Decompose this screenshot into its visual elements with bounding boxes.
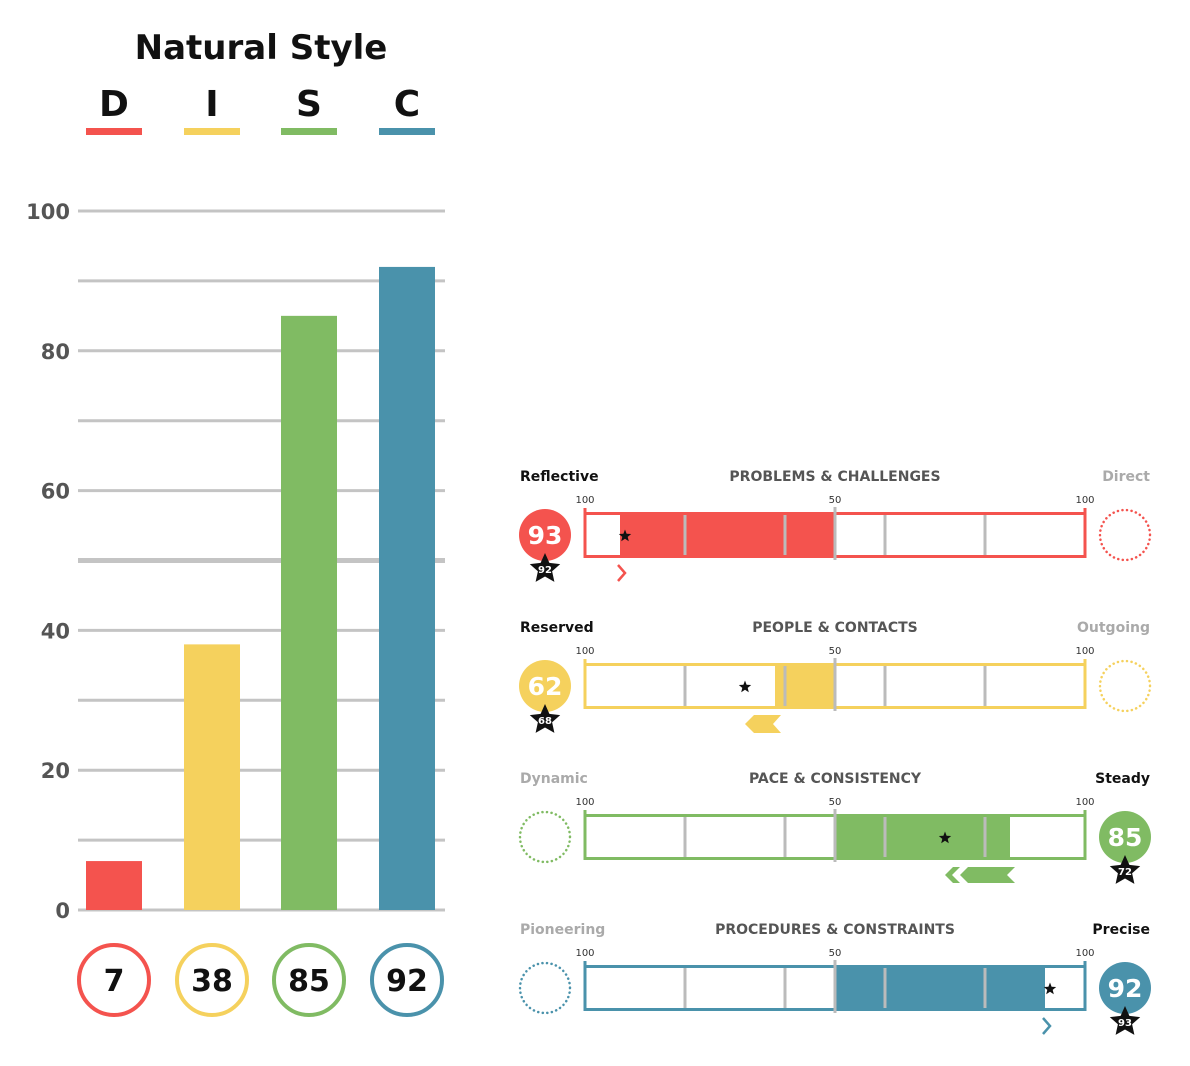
scale-label-left: 100 (575, 797, 594, 808)
y-tick-label: 20 (41, 759, 70, 783)
score-badge (1099, 962, 1151, 1014)
legend-swatch-c (379, 128, 435, 135)
score-value: 93 (528, 521, 563, 550)
score-fill (835, 965, 1045, 1011)
legend-letter-d: D (99, 84, 129, 125)
legend-swatch-s (281, 128, 337, 135)
dotted-circle-icon (1098, 659, 1152, 713)
chart-title: Natural Style (135, 28, 388, 68)
bar-s (281, 315, 337, 911)
score-label: 7 (104, 964, 125, 999)
score-badge (1099, 811, 1151, 863)
scale-row-1: Reflective Direct PROBLEMS & CHALLENGES 100… (519, 469, 1152, 582)
score-badge (519, 660, 571, 712)
scale-label-center: 50 (829, 797, 842, 808)
score-label: 92 (386, 964, 428, 999)
left-label: Reflective (520, 469, 599, 485)
right-label: Outgoing (1077, 620, 1150, 636)
scale-row-3: Dynamic Steady PACE & CONSISTENCY 100 50 100 8… (518, 771, 1151, 884)
y-tick-label: 100 (26, 200, 70, 224)
score-circle-s (272, 943, 346, 1017)
row-title: PEOPLE & CONTACTS (752, 620, 918, 636)
bar-d (86, 861, 142, 910)
legend-letter-c: C (394, 84, 420, 125)
right-label: Direct (1102, 469, 1150, 485)
adapted-star-icon (738, 680, 752, 693)
score-fill (620, 512, 835, 558)
scale-label-right: 100 (1075, 797, 1094, 808)
bar-c (379, 266, 435, 910)
score-badge (519, 509, 571, 561)
arrow-left-icon (945, 867, 960, 883)
scale-label-left: 100 (575, 948, 594, 959)
left-label: Pioneering (520, 922, 605, 938)
y-tick-label: 60 (41, 480, 70, 504)
score-value: 92 (1108, 974, 1143, 1003)
scale-label-left: 100 (575, 646, 594, 657)
adapted-value: 92 (538, 565, 552, 576)
legend-swatch-d (86, 128, 142, 135)
adapted-star-badge-icon (1109, 855, 1141, 884)
scale-label-center: 50 (829, 948, 842, 959)
left-label: Reserved (520, 620, 594, 636)
dotted-circle-icon (518, 961, 572, 1015)
adapted-star-badge-icon (1109, 1006, 1141, 1035)
arrow-right-icon (1042, 1017, 1052, 1035)
arrow-left-icon (960, 867, 1015, 883)
adapted-star-badge-icon (529, 704, 561, 733)
left-label: Dynamic (520, 771, 588, 787)
score-value: 85 (1108, 823, 1143, 852)
row-title: PACE & CONSISTENCY (749, 771, 922, 787)
score-value: 62 (528, 672, 563, 701)
dotted-circle-icon (518, 810, 572, 864)
adapted-value: 93 (1118, 1018, 1132, 1029)
right-label: Precise (1092, 922, 1150, 938)
adapted-value: 72 (1118, 867, 1132, 878)
scale-label-left: 100 (575, 495, 594, 506)
scale-label-right: 100 (1075, 646, 1094, 657)
score-label: 38 (191, 964, 233, 999)
score-fill (835, 814, 1010, 860)
legend-swatch-i (184, 128, 240, 135)
bar-i (184, 644, 240, 910)
arrow-right-icon (617, 564, 627, 582)
scale-row-4: Pioneering Precise PROCEDURES & CONSTRAINT… (518, 922, 1151, 1035)
scale-label-center: 50 (829, 495, 842, 506)
legend-letter-s: S (296, 84, 322, 125)
dotted-circle-icon (1098, 508, 1152, 562)
adapted-star-icon (1043, 982, 1057, 995)
scale-label-center: 50 (829, 646, 842, 657)
y-tick-label: 40 (41, 619, 70, 643)
row-title: PROBLEMS & CHALLENGES (729, 469, 940, 485)
adapted-star-icon (938, 831, 952, 844)
y-tick-label: 0 (55, 899, 70, 923)
score-label: 85 (288, 964, 330, 999)
arrow-left-icon (745, 715, 781, 733)
adapted-star-badge-icon (529, 553, 561, 582)
scale-label-right: 100 (1075, 948, 1094, 959)
adapted-value: 68 (538, 716, 552, 727)
score-circle-i (175, 943, 249, 1017)
scale-label-right: 100 (1075, 495, 1094, 506)
row-title: PROCEDURES & CONSTRAINTS (715, 922, 955, 938)
adapted-star-icon (618, 529, 632, 542)
score-circle-c (370, 943, 444, 1017)
scale-row-2: Reserved Outgoing PEOPLE & CONTACTS 100 50 10… (519, 620, 1152, 733)
score-circle-d (77, 943, 151, 1017)
right-label: Steady (1095, 771, 1150, 787)
y-tick-label: 80 (41, 340, 70, 364)
legend-letter-i: I (205, 84, 218, 125)
